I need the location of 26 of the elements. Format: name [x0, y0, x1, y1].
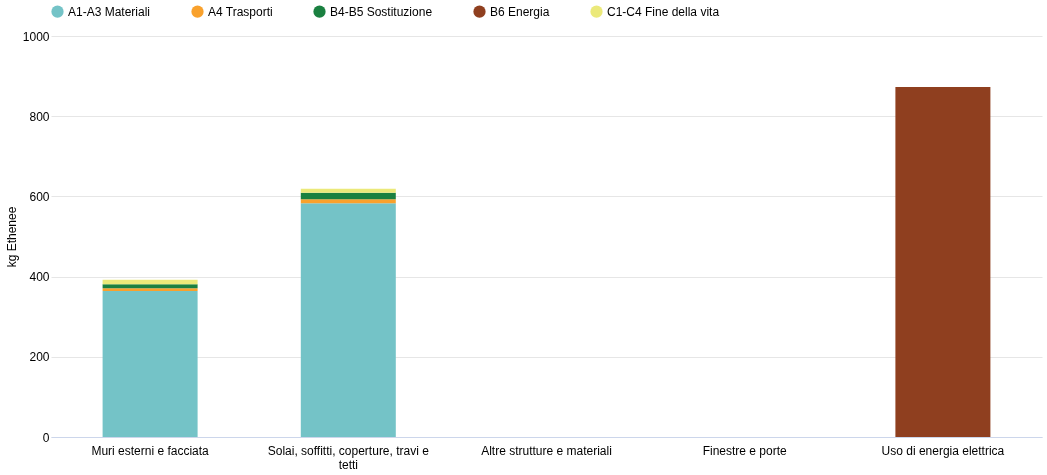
- y-tick-label: 800: [29, 109, 50, 124]
- bar: [300, 192, 396, 200]
- y-tick-label: 0: [42, 430, 50, 445]
- bar: [895, 86, 991, 437]
- x-tick-label: Muri esterni e facciata: [91, 443, 210, 458]
- y-tick-label: 400: [29, 270, 50, 285]
- bar: [102, 291, 198, 437]
- bar: [300, 199, 396, 204]
- bar: [300, 203, 396, 437]
- legend-label: A4 Trasporti: [208, 4, 273, 19]
- x-tick-label: Solai, soffitti, coperture, travi e tetti: [267, 443, 430, 472]
- y-axis-title: kg Ethenee: [4, 206, 19, 268]
- y-tick-label: 200: [29, 350, 50, 365]
- y-tick-label: 1000: [22, 29, 50, 44]
- x-tick-label: Uso di energia elettrica: [881, 443, 1005, 458]
- x-tick-label: Finestre e porte: [702, 443, 788, 458]
- bar: [102, 288, 198, 292]
- bar: [300, 188, 396, 193]
- legend-label: B4-B5 Sostituzione: [330, 4, 433, 19]
- legend-label: B6 Energia: [490, 4, 550, 19]
- bar: [102, 279, 198, 285]
- legend-label: C1-C4 Fine della vita: [607, 4, 720, 19]
- legend-label: A1-A3 Materiali: [68, 4, 151, 19]
- y-tick-label: 600: [29, 189, 50, 204]
- x-tick-label: Altre strutture e materiali: [481, 443, 612, 458]
- bar: [102, 284, 198, 289]
